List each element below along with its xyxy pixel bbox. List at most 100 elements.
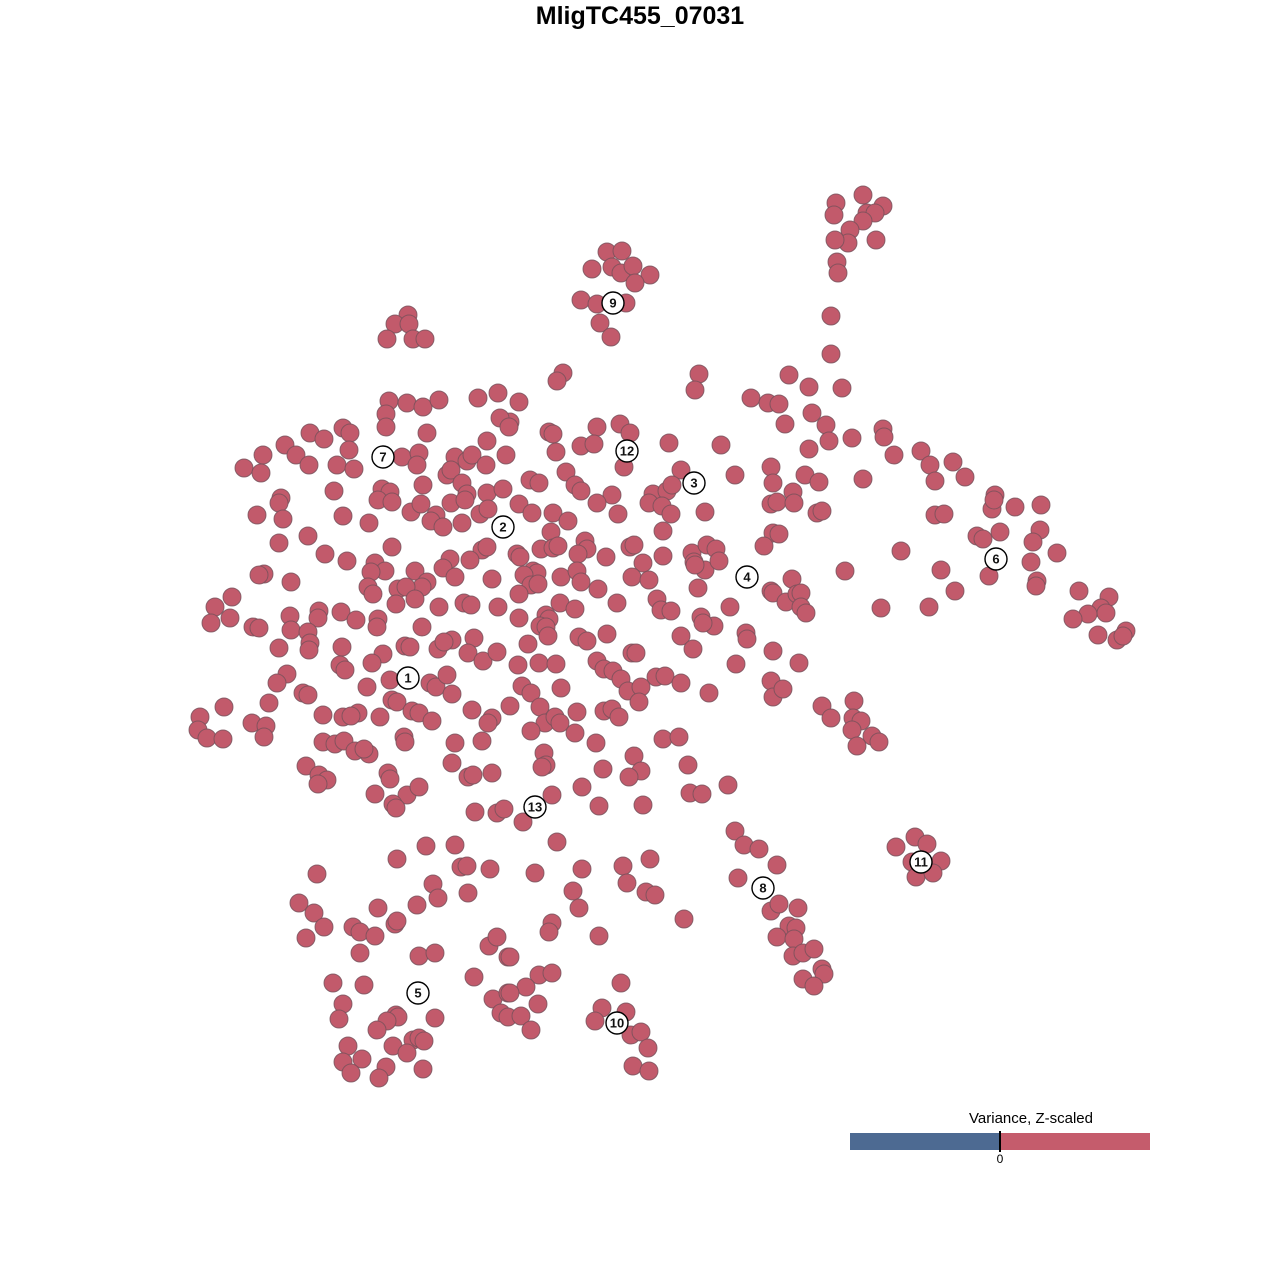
data-point (563, 881, 583, 901)
cluster-label-circle (751, 876, 775, 900)
data-point (821, 344, 841, 364)
data-point (568, 544, 588, 564)
data-point (617, 873, 637, 893)
data-point (769, 394, 789, 414)
data-point (478, 499, 498, 519)
data-point (386, 594, 406, 614)
cluster-label-circle (371, 445, 395, 469)
data-point (407, 455, 427, 475)
data-point (692, 784, 712, 804)
data-point (269, 493, 289, 513)
data-point (661, 504, 681, 524)
data-point (816, 415, 836, 435)
data-point (510, 547, 530, 567)
data-point (775, 414, 795, 434)
data-point (587, 493, 607, 513)
data-point (253, 445, 273, 465)
cluster-label-2: 2 (491, 515, 515, 539)
data-point (611, 973, 631, 993)
data-point (299, 640, 319, 660)
data-point (488, 383, 508, 403)
data-point (671, 460, 691, 480)
data-point (254, 727, 274, 747)
data-point (809, 472, 829, 492)
data-point (354, 739, 374, 759)
data-point (788, 898, 808, 918)
data-point (357, 677, 377, 697)
data-point (249, 565, 269, 585)
data-point (586, 733, 606, 753)
data-point (335, 660, 355, 680)
data-point (413, 397, 433, 417)
data-point (214, 697, 234, 717)
data-point (400, 637, 420, 657)
data-point (382, 492, 402, 512)
data-point (543, 424, 563, 444)
data-point (509, 608, 529, 628)
data-point (269, 533, 289, 553)
data-point (296, 928, 316, 948)
data-point (874, 427, 894, 447)
cluster-label-number: 2 (499, 520, 506, 535)
data-point (289, 893, 309, 913)
data-point (623, 256, 643, 276)
data-point (315, 544, 335, 564)
data-point (500, 947, 520, 967)
data-point (543, 503, 563, 523)
cluster-label-number: 3 (690, 476, 697, 491)
cluster-label-circle (909, 850, 933, 874)
cluster-label-7: 7 (371, 445, 395, 469)
data-point (853, 185, 873, 205)
data-point (308, 774, 328, 794)
data-point (532, 757, 552, 777)
data-point (550, 713, 570, 733)
cluster-label-number: 13 (528, 800, 542, 815)
data-point (779, 365, 799, 385)
data-point (482, 763, 502, 783)
data-point (409, 946, 429, 966)
data-point (338, 1036, 358, 1056)
data-point (487, 642, 507, 662)
data-point (886, 837, 906, 857)
data-point (622, 567, 642, 587)
data-point (482, 569, 502, 589)
data-point (1096, 603, 1116, 623)
data-point (205, 597, 225, 617)
data-point (920, 455, 940, 475)
data-point (455, 490, 475, 510)
data-point (737, 629, 757, 649)
data-point (804, 976, 824, 996)
data-point (500, 983, 520, 1003)
data-point (624, 535, 644, 555)
data-point (500, 696, 520, 716)
data-point (528, 994, 548, 1014)
data-point (1026, 576, 1046, 596)
data-point (802, 403, 822, 423)
data-point (313, 705, 333, 725)
data-point (754, 536, 774, 556)
data-point (308, 608, 328, 628)
data-point (749, 839, 769, 859)
data-point (741, 388, 761, 408)
data-point (689, 364, 709, 384)
cluster-label-11: 11 (909, 850, 933, 874)
data-point (1021, 552, 1041, 572)
data-point (387, 692, 407, 712)
data-point (445, 835, 465, 855)
data-point (828, 263, 848, 283)
data-point (1031, 495, 1051, 515)
data-point (919, 597, 939, 617)
data-point (344, 459, 364, 479)
data-point (397, 393, 417, 413)
data-point (571, 481, 591, 501)
data-point (593, 759, 613, 779)
cluster-label-number: 8 (759, 881, 766, 896)
data-point (422, 711, 442, 731)
cluster-label-circle (601, 291, 625, 315)
data-point (296, 756, 316, 776)
data-point (411, 494, 431, 514)
data-point (346, 610, 366, 630)
data-point (659, 433, 679, 453)
data-point (669, 727, 689, 747)
data-point (821, 708, 841, 728)
